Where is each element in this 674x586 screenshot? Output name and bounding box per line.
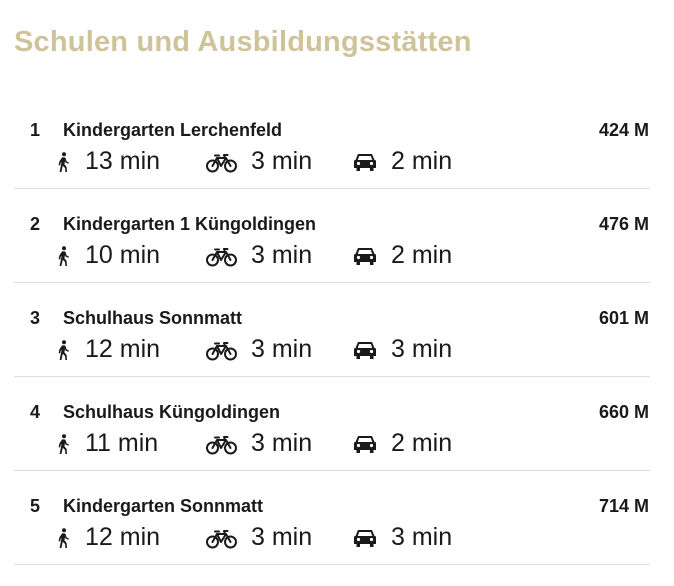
car-icon <box>354 530 376 547</box>
walk-time: 10 min <box>85 241 161 269</box>
car-icon <box>354 436 376 453</box>
item-number: 4 <box>30 402 41 422</box>
car-time: 2 min <box>391 429 453 457</box>
item-distance: 601 M <box>598 308 649 328</box>
item-name: Schulhaus Sonnmatt <box>63 308 243 328</box>
divider <box>14 376 650 377</box>
car-icon <box>354 154 376 171</box>
list-item[interactable]: 4 Schulhaus Küngoldingen 660 M 11 min 3 … <box>0 385 674 479</box>
bike-time: 3 min <box>251 429 313 457</box>
divider <box>14 282 650 283</box>
list-item[interactable]: 2 Kindergarten 1 Küngoldingen 476 M 10 m… <box>0 197 674 291</box>
bike-time: 3 min <box>251 241 313 269</box>
item-name: Kindergarten Lerchenfeld <box>63 120 283 140</box>
walk-time: 12 min <box>85 335 161 363</box>
car-time: 2 min <box>391 147 453 175</box>
item-name: Kindergarten 1 Küngoldingen <box>63 214 317 234</box>
item-name: Schulhaus Küngoldingen <box>63 402 280 422</box>
item-number: 5 <box>30 496 41 516</box>
car-time: 3 min <box>391 335 453 363</box>
item-distance: 424 M <box>598 120 649 140</box>
travel-times: 11 min 3 min 2 min <box>0 428 674 460</box>
list-item[interactable]: 5 Kindergarten Sonnmatt 714 M 12 min 3 m… <box>0 479 674 573</box>
list-item[interactable]: 3 Schulhaus Sonnmatt 601 M 12 min 3 min … <box>0 291 674 385</box>
bike-time: 3 min <box>251 147 313 175</box>
walk-time: 12 min <box>85 523 161 551</box>
bicycle-icon <box>206 436 237 455</box>
item-number: 3 <box>30 308 41 328</box>
walking-person-icon <box>58 340 69 360</box>
walking-person-icon <box>58 528 69 548</box>
walking-person-icon <box>58 246 69 266</box>
list-item[interactable]: 1 Kindergarten Lerchenfeld 424 M 13 min … <box>0 103 674 197</box>
item-distance: 660 M <box>598 402 649 422</box>
item-number: 1 <box>30 120 41 140</box>
walking-person-icon <box>58 434 69 454</box>
bicycle-icon <box>206 342 237 361</box>
item-number: 2 <box>30 214 41 234</box>
bicycle-icon <box>206 248 237 267</box>
travel-times: 13 min 3 min 2 min <box>0 146 674 178</box>
walk-time: 11 min <box>85 429 159 457</box>
car-icon <box>354 248 376 265</box>
bicycle-icon <box>206 530 237 549</box>
section-title: Schulen und Ausbildungsstätten <box>14 26 472 58</box>
car-icon <box>354 342 376 359</box>
divider <box>14 470 650 471</box>
divider <box>14 188 650 189</box>
walk-time: 13 min <box>85 147 161 175</box>
item-distance: 714 M <box>598 496 649 516</box>
divider <box>14 564 650 565</box>
bike-time: 3 min <box>251 335 313 363</box>
travel-times: 12 min 3 min 3 min <box>0 522 674 554</box>
item-name: Kindergarten Sonnmatt <box>63 496 264 516</box>
travel-times: 12 min 3 min 3 min <box>0 334 674 366</box>
walking-person-icon <box>58 152 69 172</box>
car-time: 3 min <box>391 523 453 551</box>
travel-times: 10 min 3 min 2 min <box>0 240 674 272</box>
schools-list: 1 Kindergarten Lerchenfeld 424 M 13 min … <box>0 103 674 573</box>
item-distance: 476 M <box>598 214 649 234</box>
car-time: 2 min <box>391 241 453 269</box>
bicycle-icon <box>206 154 237 173</box>
bike-time: 3 min <box>251 523 313 551</box>
